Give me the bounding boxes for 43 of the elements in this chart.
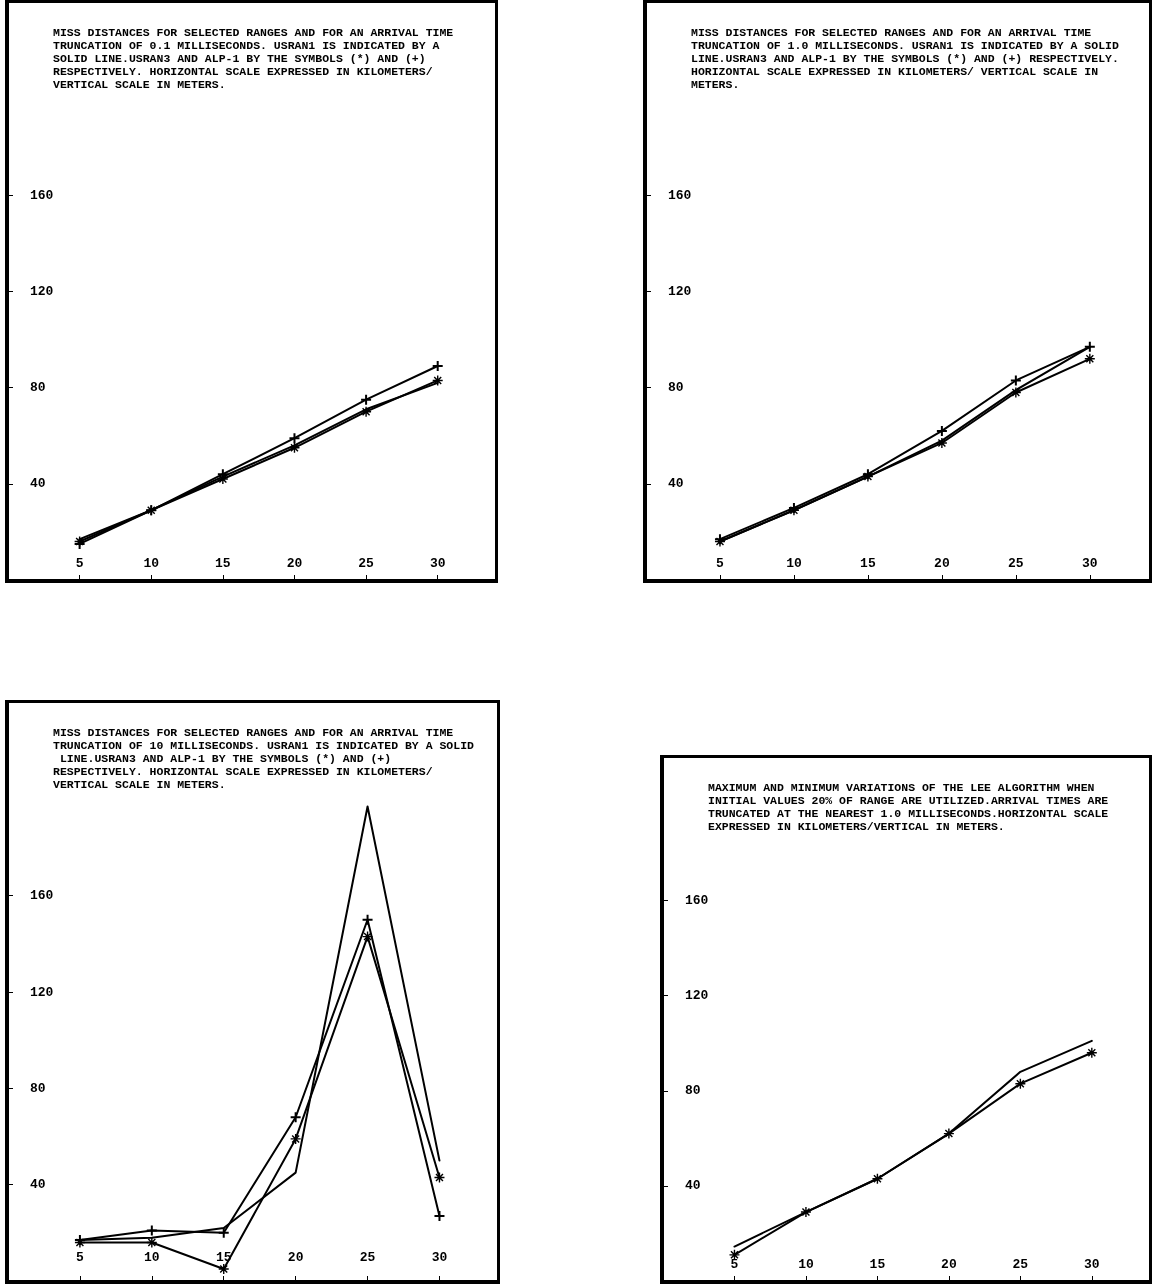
y-tick-label: 160 [30, 888, 54, 904]
x-tick-label: 5 [716, 556, 725, 571]
x-tick-label: 30 [1082, 556, 1098, 571]
x-tick-label: 25 [1008, 556, 1024, 571]
x-tick-label: 10 [143, 556, 160, 571]
text: MISS DISTANCES FOR SELECTED RANGES AND FOR AN ARRIVAL TIME TRUNCATION OF 0.1 MILLISECONDS. USRAN1 IS INDICATED BY A SOLID LINE.USRAN3 AND ALP-1 BY THE SYMBOLS (*) AND (+) RESPECTIVELY. HORIZONTAL SCALE EXPRESSED IN KILOMETERS/ VERTICAL SCALE IN METERS. [53, 26, 461, 91]
y-tick-label: 80 [668, 380, 684, 396]
x-tick-label: 5 [730, 1257, 739, 1272]
text: MISS DISTANCES FOR SELECTED RANGES AND FOR AN ARRIVAL TIME TRUNCATION OF 1.0 MILLISECONDS. USRAN1 IS INDICATED BY A SOLID LINE.USRAN3 AND ALP-1 BY THE SYMBOLS (*) AND (+) RESPECTIVELY. HORIZONTAL SCALE EXPRESSED IN KILOMETERS/ VERTICAL SCALE IN METERS. [691, 26, 1126, 91]
x-tick-label: 5 [75, 556, 84, 571]
y-tick-label: 80 [30, 1080, 46, 1096]
y-tick-label: 40 [30, 1177, 46, 1193]
x-tick-label: 30 [431, 1250, 448, 1265]
x-tick-label: 25 [359, 1250, 376, 1265]
x-tick-label: 15 [215, 556, 231, 571]
y-tick-label: 160 [685, 893, 709, 909]
y-tick-label: 80 [685, 1083, 701, 1099]
y-tick-label: 120 [30, 284, 54, 299]
x-tick-label: 30 [1084, 1257, 1100, 1272]
x-tick-label: 25 [1012, 1257, 1029, 1272]
y-tick-label: 120 [685, 988, 709, 1004]
x-tick-label: 15 [869, 1257, 886, 1272]
x-tick-label: 30 [429, 556, 446, 571]
text: MAXIMUM AND MINIMUM VARIATIONS OF THE LEE ALGORITHM WHEN INITIAL VALUES 20% OF RANGE ARE UTILIZED.ARRIVAL TIMES ARE TRUNCATED AT THE NEAREST 1.0 MILLISECONDS.HORIZONTAL SCALE EXPRESSED IN KILOMETERS/VERTICAL IN METERS. [708, 781, 1116, 833]
x-tick-label: 10 [144, 1250, 160, 1265]
y-tick-label: 80 [30, 380, 46, 396]
y-tick-label: 160 [668, 187, 692, 203]
x-tick-label: 10 [786, 556, 802, 571]
x-tick-label: 10 [798, 1257, 814, 1272]
y-tick-label: 40 [30, 476, 46, 492]
y-tick-label: 120 [668, 284, 692, 299]
x-tick-label: 20 [941, 1257, 957, 1272]
x-tick-label: 20 [287, 1250, 304, 1265]
y-tick-label: 40 [668, 476, 684, 492]
y-tick-label: 120 [30, 984, 54, 1000]
x-tick-label: 25 [358, 556, 375, 571]
x-tick-label: 5 [76, 1250, 85, 1265]
x-tick-label: 20 [934, 556, 950, 571]
x-tick-label: 15 [860, 556, 876, 571]
x-tick-label: 20 [286, 556, 303, 571]
y-tick-label: 40 [685, 1178, 701, 1194]
y-tick-label: 160 [30, 187, 54, 203]
text: MISS DISTANCES FOR SELECTED RANGES AND FOR AN ARRIVAL TIME TRUNCATION OF 10 MILLISECONDS. USRAN1 IS INDICATED BY A SOLID LINE.USRAN3 AND ALP-1 BY THE SYMBOLS (*) AND (+) RESPECTIVELY. HORIZONTAL SCALE EXPRESSED IN KILOMETERS/ VERTICAL SCALE IN METERS. [53, 726, 475, 791]
